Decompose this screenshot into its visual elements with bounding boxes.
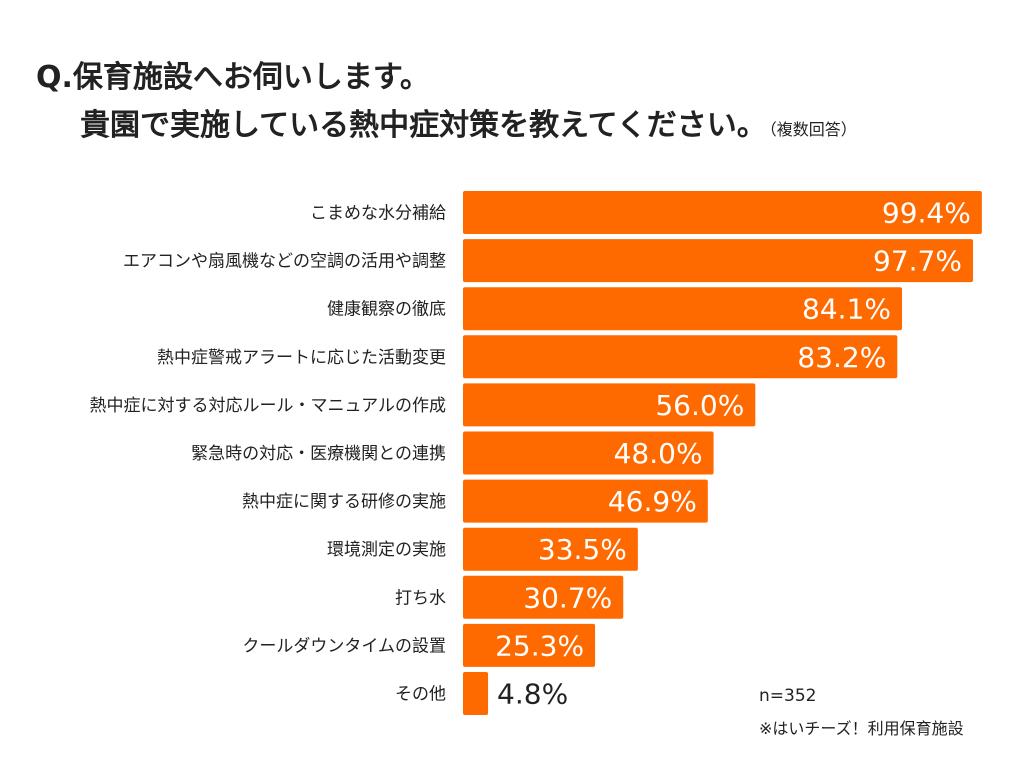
value-label-6: 48.0% <box>614 437 703 470</box>
value-label-2: 97.7% <box>873 245 962 278</box>
bar-3 <box>463 287 903 331</box>
value-label-7: 46.9% <box>608 485 697 518</box>
data-source-note: ※はいチーズ！利用保育施設 <box>759 719 964 738</box>
category-label-3: 健康観察の徹底 <box>327 300 446 320</box>
value-label-3: 84.1% <box>802 293 891 326</box>
category-label-7: 熱中症に関する研修の実施 <box>242 492 446 512</box>
category-label-5: 熱中症に対する対応ルール・マニュアルの作成 <box>90 396 447 416</box>
bar-8 <box>463 527 638 571</box>
category-label-9: 打ち水 <box>395 588 446 608</box>
category-label-6: 緊急時の対応・医療機関との連携 <box>191 444 446 464</box>
bar-7 <box>463 479 708 523</box>
category-label-8: 環境測定の実施 <box>327 540 446 560</box>
bar-9 <box>463 575 624 619</box>
bar-4 <box>463 335 898 379</box>
value-label-10: 25.3% <box>495 629 584 662</box>
category-label-11: その他 <box>395 685 446 705</box>
bar-10 <box>463 623 596 667</box>
bar-11 <box>463 672 489 715</box>
value-label-11: 4.8% <box>497 678 568 711</box>
value-label-5: 56.0% <box>655 389 744 422</box>
value-label-4: 83.2% <box>797 341 886 374</box>
category-label-1: こまめな水分補給 <box>310 204 446 224</box>
value-label-8: 33.5% <box>538 533 627 566</box>
chart-title-question: Q.保育施設へお伺いします。 <box>36 60 430 95</box>
sample-size: n=352 <box>759 686 817 706</box>
bar-1 <box>463 191 982 234</box>
category-label-10: クールダウンタイムの設置 <box>242 636 446 656</box>
bar-5 <box>463 383 756 427</box>
value-label-9: 30.7% <box>523 581 612 614</box>
bar-2 <box>463 239 973 283</box>
category-label-4: 熱中症警戒アラートに応じた活動変更 <box>157 348 446 368</box>
value-label-1: 99.4% <box>882 197 971 230</box>
chart-title-main: 貴園で実施している熱中症対策を教えてください。 <box>80 108 767 143</box>
chart-title-note: （複数回答） <box>768 120 857 139</box>
chart-title: 貴園で実施している熱中症対策を教えてください。 （複数回答） <box>80 100 857 144</box>
category-label-2: エアコンや扇風機などの空調の活用や調整 <box>123 252 446 272</box>
bar-6 <box>463 431 714 475</box>
